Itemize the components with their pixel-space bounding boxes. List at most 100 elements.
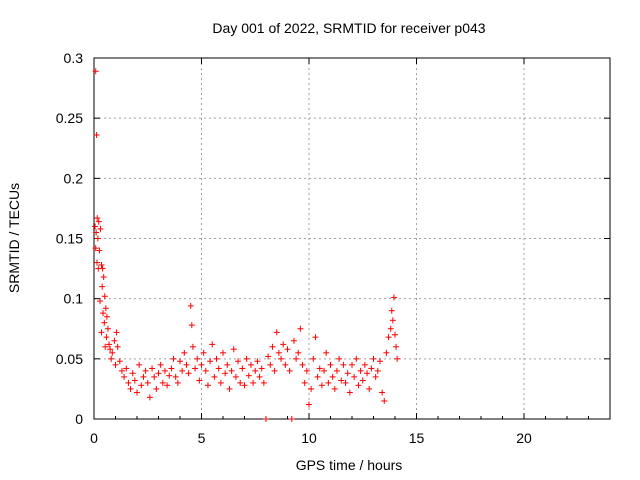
data-point: [282, 361, 289, 368]
y-axis-label: SRMTID / TECUs: [6, 183, 22, 293]
data-point: [379, 389, 386, 396]
data-point: [172, 373, 179, 380]
data-point: [359, 377, 366, 384]
data-points: [92, 68, 401, 422]
data-point: [204, 382, 211, 389]
data-point: [101, 319, 108, 326]
data-point: [329, 373, 336, 380]
data-point: [198, 361, 205, 368]
data-point: [295, 349, 302, 356]
data-point: [114, 343, 121, 350]
x-tick-label: 0: [90, 430, 98, 446]
data-point: [174, 379, 181, 386]
data-point: [106, 341, 113, 348]
data-point: [99, 283, 106, 290]
data-point: [280, 341, 287, 348]
data-point: [263, 416, 269, 422]
data-point: [355, 382, 362, 389]
data-point: [211, 373, 218, 380]
data-point: [297, 325, 304, 332]
data-point: [325, 379, 332, 386]
data-point: [99, 265, 106, 272]
data-point: [177, 358, 183, 365]
data-point: [179, 367, 186, 374]
data-point: [344, 370, 351, 377]
data-point: [361, 361, 368, 368]
data-point: [381, 397, 388, 404]
data-point: [366, 385, 373, 392]
data-point: [142, 367, 149, 374]
data-point: [183, 361, 190, 368]
x-tick-label: 15: [409, 430, 425, 446]
data-point: [338, 377, 345, 384]
axis-ticks: 0 5 10 15 20 0 0.05 0.1 0.15 0.2 0.25 0.3: [56, 50, 610, 446]
data-point: [256, 373, 263, 380]
data-point: [202, 367, 209, 374]
data-point: [188, 322, 195, 329]
y-tick-label: 0.3: [64, 50, 84, 66]
data-point: [353, 355, 360, 362]
data-point: [374, 367, 381, 374]
data-point: [316, 365, 323, 372]
data-point: [155, 370, 162, 377]
x-tick-label: 5: [198, 430, 206, 446]
y-tick-label: 0.05: [56, 351, 83, 367]
data-point: [101, 293, 108, 300]
data-point: [252, 367, 259, 374]
data-point: [164, 382, 171, 389]
data-point: [299, 361, 306, 368]
data-point: [393, 343, 400, 350]
data-point: [94, 215, 101, 222]
data-point: [226, 385, 233, 392]
data-point: [301, 379, 308, 386]
data-point: [220, 349, 226, 356]
data-point: [92, 245, 99, 252]
data-point: [306, 401, 312, 408]
data-point: [284, 346, 291, 353]
data-point: [308, 385, 315, 392]
data-point: [340, 361, 347, 368]
y-tick-label: 0: [75, 411, 83, 427]
data-point: [372, 373, 379, 380]
data-point: [215, 365, 222, 372]
data-point: [103, 313, 110, 320]
data-point: [333, 367, 340, 374]
data-point: [346, 389, 353, 396]
data-point: [131, 377, 138, 384]
chart-title: Day 001 of 2022, SRMTID for receiver p04…: [212, 20, 485, 36]
data-point: [318, 382, 325, 389]
data-point: [136, 361, 143, 368]
data-point: [228, 367, 235, 374]
data-point: [123, 365, 130, 372]
data-point: [93, 229, 100, 236]
data-point: [207, 358, 214, 365]
data-point: [368, 365, 375, 372]
data-point: [232, 373, 239, 380]
data-point: [112, 361, 119, 368]
data-point: [383, 349, 390, 356]
data-point: [310, 355, 317, 362]
data-point: [151, 373, 158, 380]
data-point: [376, 358, 383, 365]
data-point: [149, 365, 156, 372]
data-point: [241, 382, 248, 389]
data-point: [327, 361, 334, 368]
y-tick-label: 0.15: [56, 231, 83, 247]
data-point: [390, 294, 397, 301]
data-point: [394, 355, 401, 362]
data-point: [93, 132, 100, 139]
data-point: [187, 302, 194, 309]
data-point: [127, 385, 134, 392]
data-point: [116, 358, 123, 365]
data-point: [92, 68, 99, 75]
data-point: [194, 355, 201, 362]
y-tick-label: 0.25: [56, 110, 83, 126]
data-point: [389, 317, 396, 324]
data-point: [97, 225, 104, 232]
data-point: [351, 373, 358, 380]
data-point: [100, 274, 107, 281]
data-point: [92, 223, 99, 230]
x-axis-label: GPS time / hours: [296, 457, 403, 473]
data-point: [258, 365, 265, 372]
data-point: [209, 341, 216, 348]
